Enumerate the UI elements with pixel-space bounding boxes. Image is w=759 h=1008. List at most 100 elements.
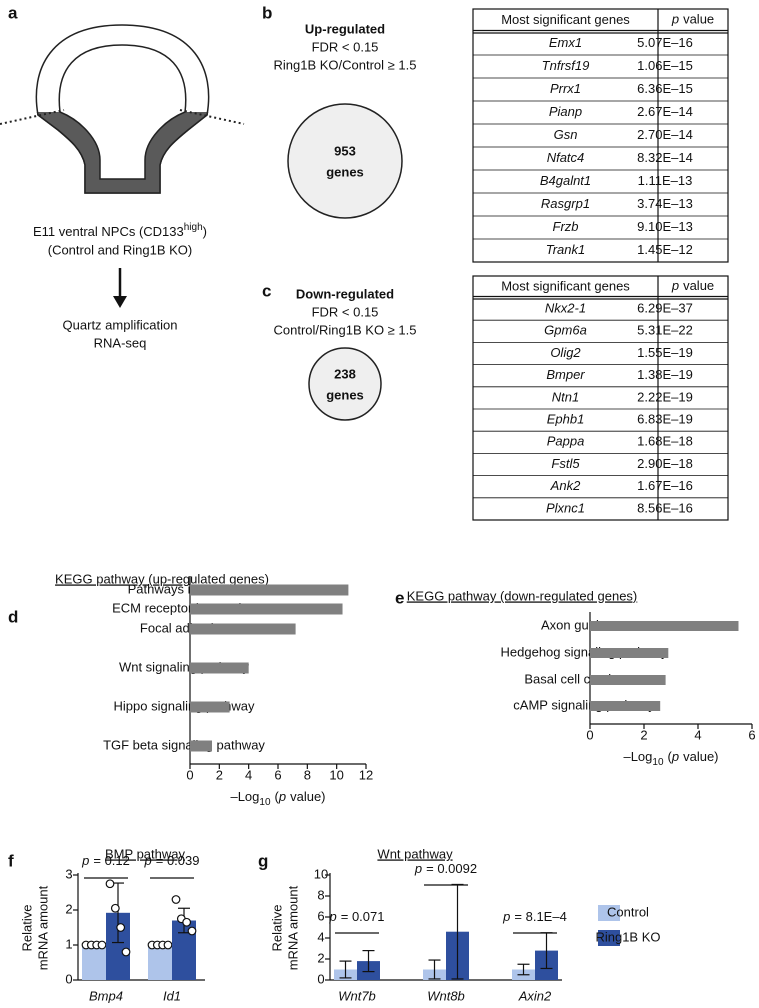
bar <box>590 648 669 658</box>
chart-title: KEGG pathway (down-regulated genes) <box>407 588 638 603</box>
table-header: p value <box>671 278 714 293</box>
p-annotation-part: p <box>414 861 422 876</box>
p-value: 5.07E–16 <box>637 35 693 50</box>
category-label: Axin2 <box>518 988 552 1003</box>
y-tick-label: 4 <box>317 929 324 944</box>
table-border <box>472 8 729 263</box>
p-value: 1.11E–13 <box>638 173 693 188</box>
gene-count-circle <box>287 103 403 219</box>
p-value: 6.29E–37 <box>637 301 693 316</box>
bar <box>190 662 249 674</box>
p-annotation: p = 0.12 <box>81 853 130 868</box>
p-value: 2.67E–14 <box>637 104 693 119</box>
p-annotation-part: = 0.12 <box>93 853 130 868</box>
gene-name: Tnfrsf19 <box>542 58 590 73</box>
p-annotation-part: = 0.0092 <box>426 861 477 876</box>
y-axis-label: mRNA amount <box>285 885 300 970</box>
bar <box>590 701 661 711</box>
x-tick-label: 6 <box>748 727 755 742</box>
bar <box>190 701 230 713</box>
p-value: 1.67E–16 <box>637 478 693 493</box>
y-axis-label: Relative <box>19 905 34 952</box>
category-label: Bmp4 <box>89 988 123 1003</box>
category-label: TGF beta signaling pathway <box>103 737 265 752</box>
gene-name: Frzb <box>553 219 579 234</box>
p-annotation-part: = 0.071 <box>341 909 385 924</box>
sample-label-part: E11 ventral NPCs (CD133 <box>33 224 184 239</box>
gene-name: Pianp <box>549 104 582 119</box>
p-value: 3.74E–13 <box>637 196 693 211</box>
table-header: Most significant genes <box>501 12 630 27</box>
data-point <box>163 940 173 950</box>
p-annotation: p = 0.039 <box>144 853 200 868</box>
error-bar <box>339 960 352 979</box>
gene-name: Gsn <box>554 127 578 142</box>
bar <box>590 621 739 631</box>
gene-name: Rasgrp1 <box>541 196 590 211</box>
p-value: 1.68E–18 <box>637 434 693 449</box>
table-header: Most significant genes <box>501 278 630 293</box>
panel-label: d <box>8 607 18 626</box>
p-value: 9.10E–13 <box>637 219 693 234</box>
set-criterion: FDR < 0.15 <box>312 39 379 54</box>
gene-name: Ntn1 <box>552 389 579 404</box>
bar <box>148 945 172 980</box>
x-axis-label-part: ( <box>275 789 280 804</box>
p-value: 5.31E–22 <box>637 323 693 338</box>
gene-name: Bmper <box>546 367 585 382</box>
gene-count-circle <box>308 347 382 421</box>
bar <box>190 603 343 615</box>
table-header-part: value <box>683 12 714 27</box>
p-annotation: p = 0.071 <box>329 909 385 924</box>
x-tick-label: 4 <box>245 767 252 782</box>
legend-label: Ring1B KO <box>595 929 660 944</box>
bar <box>190 740 212 752</box>
panel-label: g <box>258 851 268 870</box>
category-label: Hippo signaling pathway <box>114 698 255 713</box>
bar <box>590 675 666 685</box>
x-tick-label: 8 <box>304 767 311 782</box>
gene-name: Fstl5 <box>551 456 580 471</box>
gene-name: Prrx1 <box>550 81 581 96</box>
gene-name: Trank1 <box>546 242 586 257</box>
gene-name: Nkx2-1 <box>545 301 586 316</box>
bar <box>190 584 349 596</box>
gene-unit: genes <box>326 387 364 402</box>
gene-name: Ephb1 <box>547 412 585 427</box>
category-label: Id1 <box>163 988 181 1003</box>
gene-name: Pappa <box>547 434 585 449</box>
method-step: RNA-seq <box>94 335 147 350</box>
error-bar <box>428 959 441 980</box>
set-title: Down-regulated <box>296 286 394 301</box>
neural-tube-diagram <box>0 24 245 308</box>
y-axis-label: mRNA amount <box>35 885 50 970</box>
bar <box>190 623 296 635</box>
data-point <box>105 879 115 889</box>
gene-name: Olig2 <box>550 345 581 360</box>
sample-label: E11 ventral NPCs (CD133high) <box>33 222 207 240</box>
panel-label: f <box>8 851 14 870</box>
y-tick-label: 8 <box>317 887 324 902</box>
data-point <box>182 917 192 927</box>
cut-line <box>179 109 245 125</box>
chart-title: BMP pathway <box>105 846 185 861</box>
gene-name: Ank2 <box>550 478 581 493</box>
x-tick-label: 4 <box>694 727 701 742</box>
panel-label: c <box>262 281 271 300</box>
p-value: 8.32E–14 <box>637 150 693 165</box>
chart-title: Wnt pathway <box>377 846 453 861</box>
p-value: 1.55E–19 <box>637 345 693 360</box>
gene-count: 953 <box>334 143 356 158</box>
table-header-part: value <box>683 278 714 293</box>
x-axis-label-part: ( <box>668 749 673 764</box>
table-header-part: p <box>671 278 679 293</box>
x-axis-label: –Log10 (p value) <box>230 789 325 807</box>
x-tick-label: 6 <box>274 767 281 782</box>
error-bar <box>517 963 530 976</box>
y-axis-label: Relative <box>269 905 284 952</box>
gene-name: Gpm6a <box>544 323 587 338</box>
x-tick-label: 0 <box>186 767 193 782</box>
x-axis-label-part: –Log <box>230 789 259 804</box>
y-tick-label: 0 <box>65 971 72 986</box>
panel-label: b <box>262 3 272 22</box>
